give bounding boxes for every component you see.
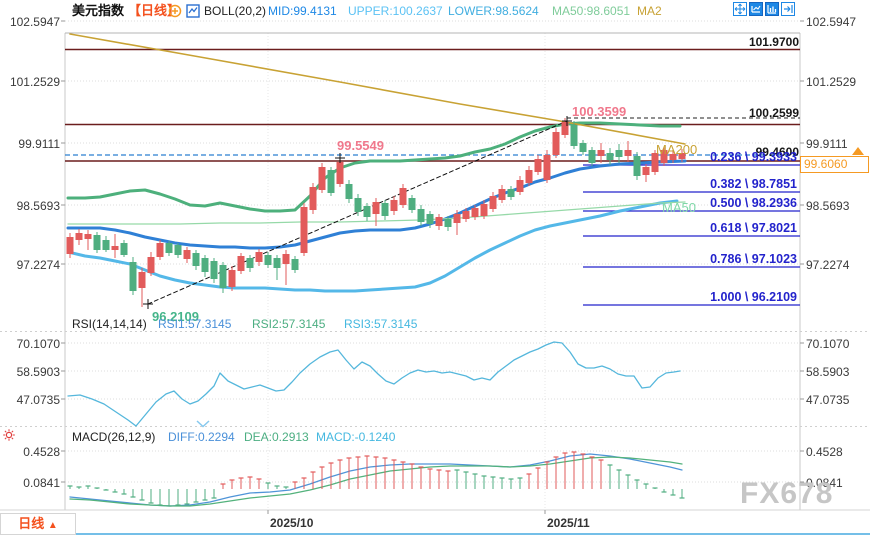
macd-axis-right-1: 0.0841	[806, 476, 843, 490]
axis-left-price-2: 99.9111	[18, 137, 60, 151]
axis-right-price-1: 101.2529	[806, 75, 857, 89]
annotation-low-price: 96.2109	[152, 309, 199, 324]
link-icon[interactable]	[168, 4, 182, 18]
axis-left-price-0: 102.5947	[9, 15, 60, 29]
timeframe-tab-label: 日线	[18, 516, 45, 531]
axis-left-price-4: 97.2274	[16, 258, 60, 272]
axis-right-price-2: 99.9111	[806, 137, 848, 151]
rsi-title: RSI(14,14,14)	[72, 317, 147, 331]
date-label-nov: 2025/11	[547, 516, 590, 530]
timeframe-tab-daily[interactable]: 日线 ▲	[0, 513, 76, 535]
rsi-axis-right-2: 47.0735	[806, 393, 850, 407]
axis-right-price-3: 98.5693	[806, 199, 850, 213]
fib-level-1000: 1.000 \ 96.2109	[710, 290, 797, 304]
ma200-tag: MA200	[656, 142, 698, 157]
hline-label-99-46: 99.4600	[755, 145, 799, 159]
macd-axis-right-0: 0.4528	[806, 445, 843, 459]
boll-lower-value: LOWER:98.5624	[448, 4, 539, 18]
fib-level-0236: 0.236 \ 99.3933	[710, 150, 797, 164]
rsi2-value: RSI2:57.3145	[252, 317, 326, 331]
axis-right-price-0: 102.5947	[806, 15, 857, 29]
macd-title: MACD(26,12,9)	[72, 430, 156, 444]
period-tag: 【日线】	[128, 3, 181, 18]
rsi1-value: RSI1:57.3145	[158, 317, 232, 331]
rsi3-value: RSI3:57.3145	[344, 317, 418, 331]
boll-upper-value: UPPER:100.2637	[348, 4, 443, 18]
hline-label-100-2599: 100.2599	[748, 106, 799, 120]
annotation-high-price: 100.3599	[572, 104, 627, 119]
rsi-axis-left-0: 70.1070	[16, 337, 60, 351]
ma200-value: MA2	[637, 4, 662, 18]
ma50-tag: MA50	[662, 200, 696, 215]
fib-level-0786: 0.786 \ 97.1023	[710, 252, 797, 266]
rsi-axis-left-2: 47.0735	[16, 393, 60, 407]
fib-level-0382: 0.382 \ 98.7851	[710, 177, 797, 191]
hline-label-101-97: 101.9700	[748, 35, 799, 49]
boll-mid-value: MID:99.4131	[268, 4, 337, 18]
axis-right-price-4: 97.2274	[806, 258, 850, 272]
rsi-axis-left-1: 58.5903	[16, 365, 60, 379]
macd-axis-left-1: 0.0841	[23, 476, 60, 490]
timeframe-dropdown-arrow-icon: ▲	[47, 520, 58, 531]
fib-level-0500: 0.500 \ 98.2936	[710, 196, 797, 210]
indicator-chart-icon[interactable]	[186, 4, 200, 18]
pan-move-icon[interactable]	[733, 2, 747, 16]
macd-dea-value: DEA:0.2913	[244, 430, 309, 444]
boll-label: BOLL(20,2)	[204, 4, 267, 18]
indicator-window-icon[interactable]	[749, 2, 763, 16]
watermark: FX678	[740, 477, 834, 510]
symbol-title: 美元指数	[72, 3, 125, 18]
fib-level-0618: 0.618 \ 97.8021	[710, 221, 797, 235]
macd-settings-icon[interactable]	[2, 428, 16, 442]
macd-axis-left-0: 0.4528	[23, 445, 60, 459]
annotation-swing-price: 99.5549	[337, 138, 384, 153]
main-window-icon[interactable]	[765, 2, 779, 16]
rsi-axis-right-0: 70.1070	[806, 337, 850, 351]
panel-collapse-chevron-icon[interactable]	[194, 419, 212, 428]
rsi-axis-right-1: 58.5903	[806, 365, 850, 379]
price-up-arrow-icon	[852, 147, 864, 155]
date-label-oct: 2025/10	[270, 516, 314, 530]
forward-jump-icon[interactable]	[781, 2, 795, 16]
axis-left-price-1: 101.2529	[9, 75, 60, 89]
macd-hist-value: MACD:-0.1240	[316, 430, 396, 444]
ma50-value: MA50:98.6051	[552, 4, 631, 18]
last-price-box: 99.6060	[800, 156, 869, 173]
macd-diff-value: DIFF:0.2294	[168, 430, 235, 444]
axis-left-price-3: 98.5693	[16, 199, 60, 213]
